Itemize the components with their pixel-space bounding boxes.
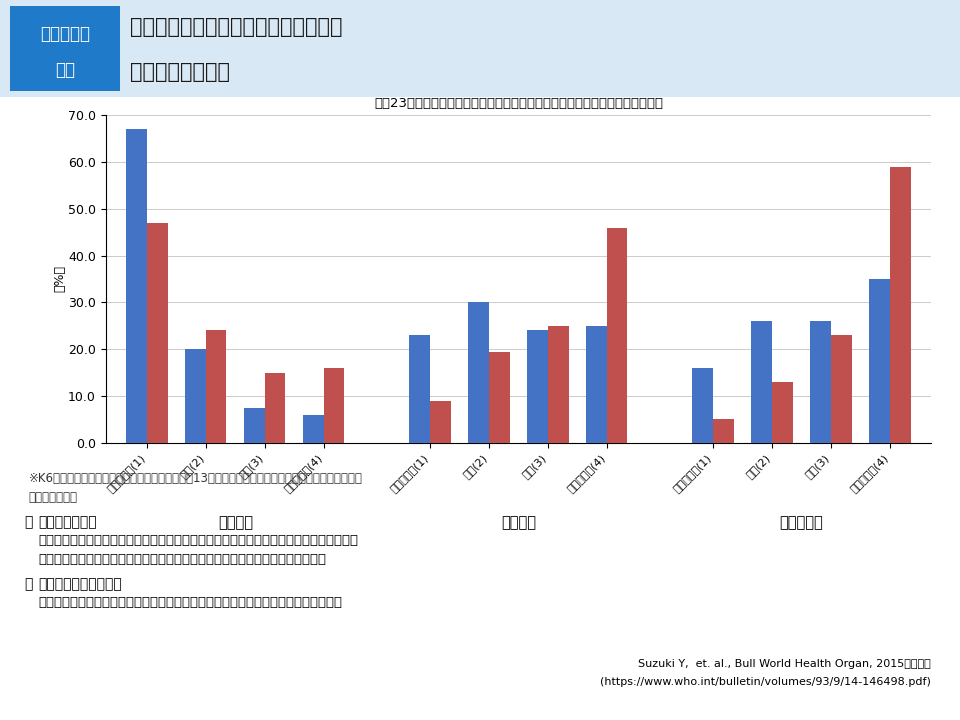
Title: 平成23年度県民健康調査「こころの健康度・生活習慣に関する調査」結果から: 平成23年度県民健康調査「こころの健康度・生活習慣に関する調査」結果から: [373, 97, 663, 110]
Text: 影響: 影響: [55, 61, 75, 79]
Bar: [607, 228, 628, 443]
Bar: [752, 321, 772, 443]
Bar: [772, 382, 793, 443]
Bar: [831, 335, 852, 443]
Text: ・: ・: [24, 577, 33, 591]
Text: 精神的不調の人では、: 精神的不調の人では、: [38, 577, 122, 591]
Bar: [810, 321, 831, 443]
Bar: [147, 222, 167, 443]
Bar: [692, 368, 713, 443]
Bar: [587, 325, 607, 443]
Text: (https://www.who.int/bulletin/volumes/93/9/14-146498.pdf): (https://www.who.int/bulletin/volumes/93…: [600, 677, 931, 687]
Bar: [205, 330, 227, 443]
Bar: [185, 349, 205, 443]
Bar: [468, 302, 489, 443]
Bar: [409, 335, 430, 443]
Text: 示している。: 示している。: [29, 491, 78, 504]
Text: 急性影響については、可能性は極めて低いと答えた人が多く、晩発影響については、意: 急性影響については、可能性は極めて低いと答えた人が多く、晩発影響については、意: [38, 534, 358, 547]
Bar: [127, 130, 147, 443]
Text: 全体としては、: 全体としては、: [38, 515, 97, 528]
Text: 次世代影響: 次世代影響: [780, 515, 824, 530]
Y-axis label: （%）: （%）: [54, 266, 66, 292]
Text: Suzuki Y,  et. al., Bull World Health Organ, 2015より作成: Suzuki Y, et. al., Bull World Health Org…: [638, 659, 931, 669]
Bar: [244, 408, 265, 443]
Bar: [527, 330, 548, 443]
Text: 晩発影響: 晩発影響: [501, 515, 536, 530]
Text: ・: ・: [24, 515, 33, 528]
Bar: [324, 368, 345, 443]
Text: ※K6は全般的な精神健康度を測る自記式尺度で、13点以上の場合、うつ症状や不安症状が強いことを: ※K6は全般的な精神健康度を測る自記式尺度で、13点以上の場合、うつ症状や不安症…: [29, 472, 363, 485]
Text: 精神健康と放射線の健康影響に関する: 精神健康と放射線の健康影響に関する: [130, 17, 342, 37]
Bar: [489, 351, 510, 443]
Bar: [713, 419, 733, 443]
Text: こころへの: こころへの: [39, 25, 90, 43]
Bar: [430, 400, 450, 443]
Bar: [548, 325, 568, 443]
Text: 急性影響: 急性影響: [218, 515, 252, 530]
Text: どのタイプの影響についても、可能性が極めて高いと答えた人の割合が多かった。: どのタイプの影響についても、可能性が極めて高いと答えた人の割合が多かった。: [38, 596, 343, 609]
Bar: [890, 166, 910, 443]
Bar: [303, 415, 324, 443]
Text: リスク認知の関係: リスク認知の関係: [130, 62, 229, 82]
Text: 見が分かれ、次世代影響については、極めて高いと答えた人が最も多かった。: 見が分かれ、次世代影響については、極めて高いと答えた人が最も多かった。: [38, 553, 326, 566]
Bar: [869, 279, 890, 443]
Legend: 全体, K6≧13 点: 全体, K6≧13 点: [438, 76, 599, 99]
Bar: [265, 373, 285, 443]
